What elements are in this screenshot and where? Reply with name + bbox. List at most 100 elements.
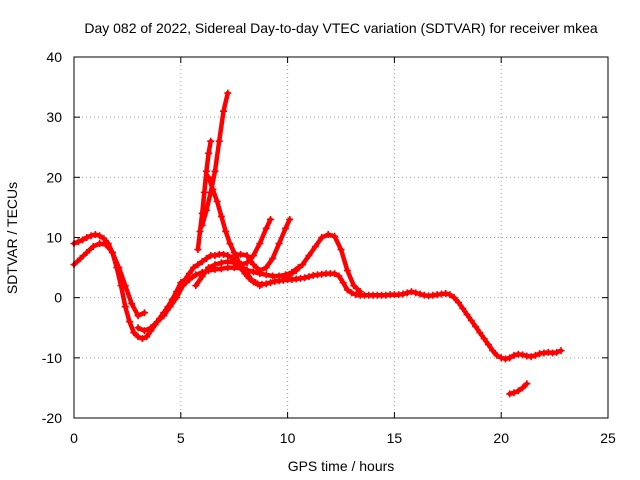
data-point — [249, 261, 257, 269]
data-point — [459, 304, 467, 312]
data-point — [348, 289, 356, 297]
data-point — [128, 300, 136, 308]
data-point — [275, 272, 283, 280]
chart-title: Day 082 of 2022, Sidereal Day-to-day VTE… — [84, 20, 597, 36]
data-point — [416, 290, 424, 298]
data-point — [138, 335, 146, 343]
data-point — [331, 232, 339, 240]
series-arc-rise-2 — [230, 215, 294, 275]
data-point — [217, 265, 225, 273]
data-point — [343, 267, 351, 275]
data-point — [262, 280, 270, 288]
data-point — [442, 289, 450, 297]
data-point — [202, 167, 210, 175]
data-point — [279, 276, 287, 284]
data-point — [140, 309, 148, 317]
data-point — [269, 272, 277, 280]
y-tick-label: -20 — [42, 410, 62, 426]
data-point — [234, 258, 242, 266]
data-point — [407, 288, 415, 296]
data-point — [115, 264, 123, 272]
data-point — [311, 243, 319, 251]
data-point — [463, 311, 471, 319]
data-point — [200, 188, 208, 196]
data-point — [222, 227, 230, 235]
data-point — [553, 348, 561, 356]
data-point — [239, 264, 247, 272]
data-point — [143, 333, 151, 341]
series-arc-rise-3 — [279, 230, 364, 296]
data-point — [134, 333, 142, 341]
data-point — [243, 270, 251, 278]
data-point — [224, 258, 232, 266]
data-point — [331, 270, 339, 278]
data-point — [198, 221, 206, 229]
data-point — [256, 240, 264, 248]
data-point — [220, 107, 228, 115]
data-point — [252, 279, 260, 287]
data-point — [506, 354, 514, 362]
data-point — [510, 389, 518, 397]
data-point — [519, 351, 527, 359]
data-point — [74, 238, 82, 246]
x-tick-label: 10 — [280, 430, 296, 446]
data-point — [292, 267, 300, 275]
y-tick-label: 20 — [46, 169, 62, 185]
data-point — [237, 250, 245, 258]
data-point — [194, 246, 202, 254]
series-line — [71, 241, 147, 318]
data-point — [160, 312, 168, 320]
data-point — [446, 291, 454, 299]
ticks: 0 5 10 15 20 25 -20 -10 0 10 20 30 40 — [42, 49, 616, 446]
x-tick-label: 5 — [177, 430, 185, 446]
series-spike-2 — [198, 89, 232, 229]
data-point — [269, 255, 277, 263]
data-point — [83, 234, 91, 241]
data-point — [335, 272, 343, 280]
data-point — [501, 355, 509, 363]
data-point — [281, 224, 289, 232]
data-point — [217, 259, 225, 267]
data-point — [217, 212, 225, 220]
series-spike-decay — [205, 173, 264, 290]
data-point — [412, 289, 420, 297]
grid — [74, 57, 608, 418]
x-tick-label: 25 — [600, 430, 616, 446]
data-point — [96, 232, 104, 240]
data-point — [247, 276, 255, 284]
data-point — [126, 318, 134, 326]
data-point — [226, 240, 234, 248]
data-point — [202, 206, 210, 214]
data-point — [121, 303, 129, 311]
data-point — [454, 298, 462, 306]
y-tick-label: 10 — [46, 230, 62, 246]
data-point — [243, 259, 251, 267]
data-point — [497, 354, 505, 362]
data-point — [211, 252, 219, 260]
data-point — [480, 335, 488, 343]
data-point — [249, 268, 257, 276]
data-point — [192, 282, 200, 290]
data-point — [134, 312, 142, 320]
data-point — [531, 351, 539, 359]
data-point — [324, 230, 332, 238]
data-point — [185, 276, 193, 284]
data-point — [249, 252, 257, 260]
data-point — [202, 255, 210, 263]
data-point — [493, 351, 501, 359]
x-tick-label: 20 — [493, 430, 509, 446]
data-point — [484, 341, 492, 349]
data-point — [399, 290, 407, 298]
data-point — [87, 232, 95, 240]
data-point — [205, 173, 213, 181]
data-point — [519, 384, 527, 392]
data-point — [337, 246, 345, 254]
x-tick-label: 0 — [70, 430, 78, 446]
data-point — [76, 255, 84, 263]
data-point — [224, 89, 232, 97]
data-point — [134, 324, 142, 332]
data-point — [91, 230, 99, 238]
data-point — [305, 252, 313, 260]
data-point — [450, 294, 458, 302]
